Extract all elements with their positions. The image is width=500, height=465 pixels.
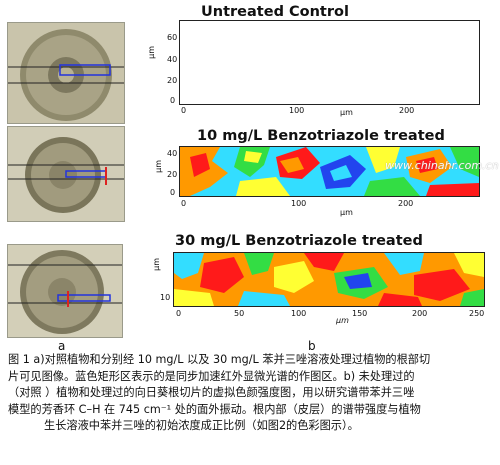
caption-line: 图 1 a)对照植物和分别经 10 mg/L 以及 30 mg/L 苯并三唑溶液… xyxy=(8,353,431,366)
micrograph-10mg-image xyxy=(8,127,124,221)
x-tick-control-100: 100 xyxy=(289,106,305,115)
figure-caption: 图 1 a)对照植物和分别经 10 mg/L 以及 30 mg/L 苯并三唑溶液… xyxy=(8,352,494,435)
y-tick-30mg-10: 10 xyxy=(160,293,171,302)
micrograph-control xyxy=(7,22,125,124)
panel-label-a: a xyxy=(58,339,66,353)
panel-label-b: b xyxy=(308,339,316,353)
x-unit-control: μm xyxy=(340,108,353,117)
y-tick-10mg-20: 20 xyxy=(167,170,178,179)
x-tick-10mg-100: 100 xyxy=(291,199,307,208)
map-control xyxy=(179,20,480,105)
caption-line: 生长溶液中苯并三唑的初始浓度成正比例（如图2的色彩图示）。 xyxy=(44,419,359,433)
x-unit-30mg: μm xyxy=(336,316,349,325)
y-tick-control-20: 20 xyxy=(167,76,178,85)
x-tick-30mg-0: 0 xyxy=(176,309,182,318)
map-10mg xyxy=(179,146,480,197)
x-tick-control-0: 0 xyxy=(181,106,187,115)
micrograph-30mg-image xyxy=(8,245,122,337)
caption-line: 片可见图像。蓝色矩形区表示的是同步加速红外显微光谱的作图区。b) 未处理过的 xyxy=(8,369,415,383)
y-unit-10mg: μm xyxy=(154,160,163,173)
panel-title-10mg: 10 mg/L Benzotriazole treated xyxy=(197,128,445,144)
x-tick-30mg-50: 50 xyxy=(234,309,245,318)
x-tick-30mg-100: 100 xyxy=(291,309,307,318)
x-tick-10mg-200: 200 xyxy=(398,199,414,208)
x-tick-30mg-150: 150 xyxy=(352,309,368,318)
x-tick-control-200: 200 xyxy=(399,106,415,115)
panel-title-30mg: 30 mg/L Benzotriazole treated xyxy=(175,233,423,249)
micrograph-control-image xyxy=(8,23,124,123)
y-tick-control-0: 0 xyxy=(170,96,176,105)
panel-title-control: Untreated Control xyxy=(201,4,349,20)
x-tick-30mg-250: 250 xyxy=(469,309,485,318)
x-tick-30mg-200: 200 xyxy=(412,309,428,318)
x-tick-10mg-0: 0 xyxy=(181,199,187,208)
y-tick-control-60: 60 xyxy=(167,33,178,42)
micrograph-30mg xyxy=(7,244,123,338)
y-tick-control-40: 40 xyxy=(167,55,178,64)
micrograph-10mg xyxy=(7,126,125,222)
watermark: www.chinahr.com.cn xyxy=(385,159,499,172)
heatmap-10mg xyxy=(180,147,479,196)
map-30mg xyxy=(173,252,485,307)
caption-line: 模型的芳香环 C–H 在 745 cm⁻¹ 处的面外振动。根内部（皮层）的谱带强… xyxy=(8,402,421,416)
y-tick-10mg-40: 40 xyxy=(167,149,178,158)
x-unit-10mg: μm xyxy=(340,208,353,217)
y-unit-control: μm xyxy=(147,46,156,59)
caption-line: （对照 ）植物和处理过的向日葵根切片的虚拟色颜强度图，用以研究谱带苯并三唑 xyxy=(8,386,415,400)
y-unit-30mg: μm xyxy=(152,258,161,271)
heatmap-30mg xyxy=(174,253,484,306)
y-tick-10mg-0: 0 xyxy=(170,188,176,197)
